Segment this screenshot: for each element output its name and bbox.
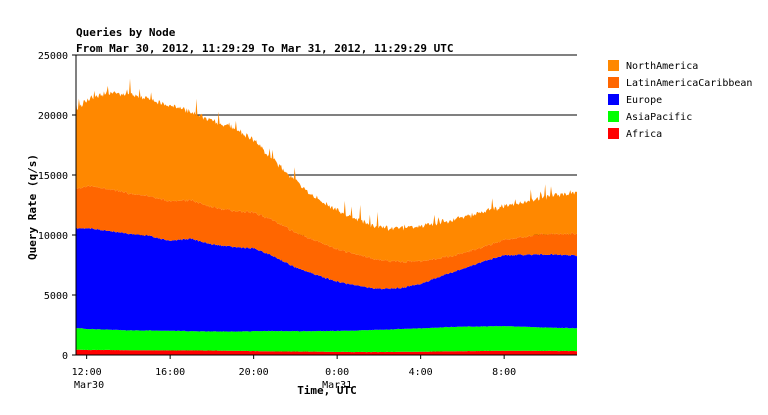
legend-label: Europe [626,95,662,106]
y-tick-label: 10000 [38,231,68,242]
x-axis-label: Time, UTC [297,384,357,397]
x-tick-label: 12:00 [72,367,102,378]
x-tick-date: Mar31 [322,380,352,391]
x-axis-ticks: 12:00 Mar30 16:00 20:00 0:00 Mar31 4:00 8:00 [72,355,516,391]
y-tick-label: 20000 [38,111,68,122]
x-tick-label: 8:00 [492,367,516,378]
x-tick-label: 16:00 [155,367,185,378]
legend: NorthAmerica LatinAmericaCaribbean Europe A… [608,60,752,140]
area-north-america [76,78,577,264]
legend-swatch [608,128,619,139]
x-tick-label: 4:00 [409,367,433,378]
chart-title: Queries by Node [76,26,176,39]
legend-swatch [608,77,619,88]
legend-swatch [608,60,619,71]
chart-subtitle: From Mar 30, 2012, 11:29:29 To Mar 31, 2… [76,42,454,55]
y-axis-ticks: 0 5000 10000 15000 20000 25000 [38,51,76,362]
y-tick-label: 15000 [38,171,68,182]
y-tick-label: 0 [62,351,68,362]
area-asia-pacific [76,325,577,353]
area-europe [76,227,577,332]
legend-label: AsiaPacific [626,112,692,123]
legend-label: NorthAmerica [626,61,698,72]
legend-label: Africa [626,129,662,140]
y-tick-label: 5000 [44,291,68,302]
legend-swatch [608,111,619,122]
x-tick-label: 0:00 [325,367,349,378]
x-tick-date: Mar30 [74,380,104,391]
y-tick-label: 25000 [38,51,68,62]
area-africa [76,349,577,355]
y-axis-label: Query Rate (q/s) [26,154,39,260]
axes [75,55,577,356]
area-latin-america-caribbean [76,185,577,290]
stacked-areas [76,78,577,355]
legend-swatch [608,94,619,105]
x-tick-label: 20:00 [239,367,269,378]
legend-label: LatinAmericaCaribbean [626,78,752,89]
